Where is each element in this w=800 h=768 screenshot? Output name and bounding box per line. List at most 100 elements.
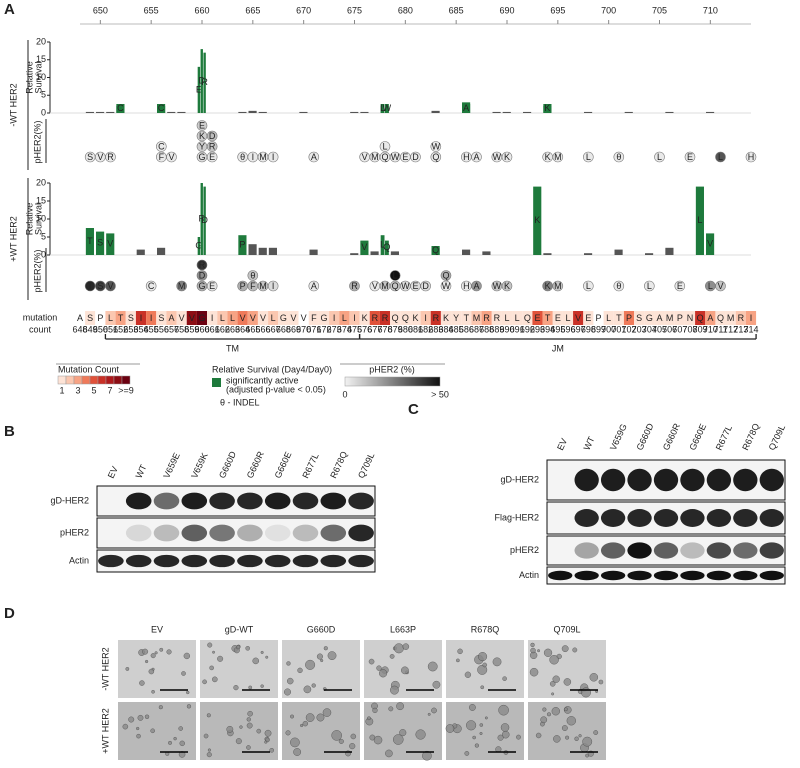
heat-cell bbox=[410, 311, 421, 325]
bar-label: V bbox=[707, 239, 713, 249]
residue-letter: S bbox=[128, 313, 134, 323]
cell bbox=[378, 669, 388, 678]
phos-marker bbox=[583, 151, 594, 163]
heat-cell bbox=[583, 311, 594, 325]
bar bbox=[370, 251, 379, 255]
row-label: gD-HER2 bbox=[500, 474, 539, 484]
residue-number: 674 bbox=[337, 324, 352, 334]
residue-number: 700 bbox=[601, 324, 616, 334]
cell bbox=[572, 647, 578, 653]
cell bbox=[246, 722, 253, 729]
cell bbox=[148, 668, 155, 675]
phos-marker bbox=[644, 280, 655, 292]
phos-marker bbox=[440, 270, 452, 281]
cell bbox=[136, 733, 141, 739]
residue-number: 696 bbox=[560, 324, 575, 334]
phos-marker bbox=[247, 270, 259, 281]
cell bbox=[482, 662, 488, 668]
cell bbox=[269, 748, 274, 753]
cell bbox=[543, 648, 553, 657]
residue-number: 684 bbox=[438, 324, 453, 334]
cell bbox=[181, 671, 186, 676]
phos-marker bbox=[410, 151, 421, 163]
cell bbox=[331, 730, 342, 741]
band bbox=[548, 570, 573, 581]
bar-label-box bbox=[431, 246, 440, 255]
panel-label: A bbox=[4, 1, 15, 18]
heat-cell bbox=[705, 311, 716, 325]
residue-letter: S bbox=[87, 313, 93, 323]
cell bbox=[186, 704, 192, 709]
cell bbox=[580, 687, 591, 698]
residue-number: 662 bbox=[215, 324, 230, 334]
cell bbox=[320, 658, 324, 663]
bar bbox=[248, 244, 257, 255]
heat-cell bbox=[542, 311, 553, 325]
band bbox=[627, 542, 652, 559]
residue-number: 668 bbox=[276, 324, 291, 334]
residue-letter: L bbox=[220, 313, 225, 323]
heat-cell bbox=[369, 311, 380, 325]
residue-letter: L bbox=[515, 313, 520, 323]
legend-swatch bbox=[73, 375, 83, 385]
bar bbox=[197, 66, 201, 113]
legend-swatch bbox=[81, 375, 91, 385]
bar-label: W bbox=[383, 103, 392, 113]
x-tick-label: 695 bbox=[550, 5, 565, 15]
residue-letter: I bbox=[150, 313, 153, 323]
phos-marker bbox=[176, 280, 187, 292]
cell bbox=[145, 659, 149, 664]
phos-label: C bbox=[148, 281, 155, 291]
bar bbox=[482, 251, 491, 255]
heat-cell bbox=[298, 311, 309, 325]
legend-swatch bbox=[113, 375, 123, 385]
cell bbox=[206, 713, 211, 718]
residue-letter: M bbox=[727, 313, 735, 323]
residue-number: 698 bbox=[581, 324, 596, 334]
heat-cell bbox=[390, 311, 401, 325]
cell bbox=[445, 724, 455, 733]
phos-label: D bbox=[412, 152, 419, 162]
phos-label: V bbox=[362, 152, 368, 162]
phos-label: M bbox=[178, 281, 186, 291]
cell bbox=[150, 653, 156, 659]
residue-number: 660 bbox=[194, 324, 209, 334]
y-tick-label: 10 bbox=[36, 72, 46, 82]
cell bbox=[128, 716, 135, 723]
heat-cell bbox=[156, 311, 167, 325]
cell bbox=[542, 707, 547, 712]
band bbox=[653, 570, 679, 581]
lane-label: EV bbox=[555, 437, 569, 452]
band bbox=[733, 468, 758, 492]
residue-number: 677 bbox=[367, 324, 382, 334]
residue-number: 693 bbox=[530, 324, 545, 334]
residue-letter: L bbox=[230, 313, 235, 323]
phos-marker bbox=[715, 280, 726, 292]
cell bbox=[565, 735, 570, 740]
residue-number: 701 bbox=[611, 324, 626, 334]
phos-label: V bbox=[97, 152, 103, 162]
cell bbox=[427, 661, 438, 672]
cell bbox=[297, 667, 303, 674]
cell bbox=[247, 710, 253, 717]
x-tick-label: 700 bbox=[601, 5, 616, 15]
cell bbox=[578, 734, 582, 738]
cell bbox=[393, 643, 404, 654]
heat-cell bbox=[400, 311, 411, 325]
residue-letter: Q bbox=[697, 313, 704, 323]
heat-cell bbox=[501, 311, 513, 325]
phos-label: W bbox=[493, 281, 502, 291]
bar bbox=[85, 228, 94, 255]
residue-letter: T bbox=[464, 313, 470, 323]
cell bbox=[388, 706, 394, 712]
micrograph bbox=[118, 702, 196, 760]
cell bbox=[549, 654, 559, 665]
cell bbox=[159, 647, 164, 652]
phos-label: P bbox=[240, 281, 246, 291]
cell bbox=[456, 658, 460, 663]
residue-letter: Q bbox=[402, 313, 409, 323]
bar-label: A bbox=[463, 103, 469, 113]
phos-label: L bbox=[382, 141, 387, 151]
cell bbox=[305, 713, 315, 722]
cell bbox=[546, 712, 552, 717]
